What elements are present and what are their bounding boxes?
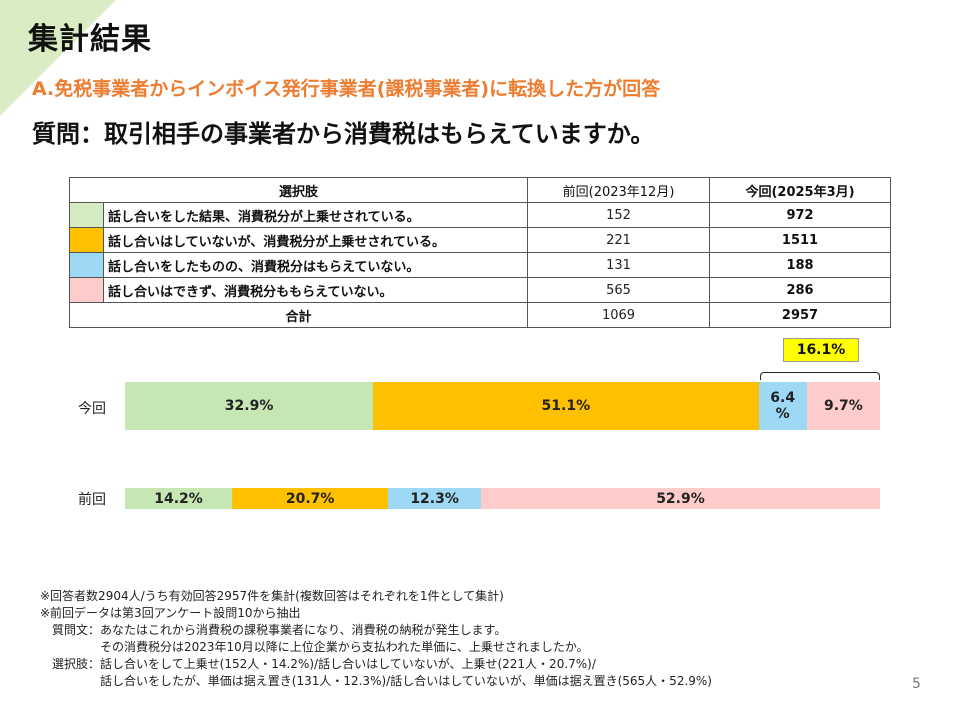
header-choice: 選択肢 [68, 177, 529, 203]
cur-count: 188 [709, 252, 892, 278]
corner-decoration [0, 0, 116, 116]
choice-label: 話し合いをした結果、消費税分が上乗せされている。 [102, 202, 529, 228]
cur-count: 286 [709, 277, 892, 303]
question-text: 質問：取引相手の事業者から消費税はもらえていますか。 [32, 120, 655, 148]
table-row: 話し合いはできず、消費税分ももらえていない。 565 286 [69, 277, 892, 303]
bar-label-current: 今回 [78, 401, 106, 417]
header-cur: 今回(2025年3月) [709, 177, 892, 203]
bar-segment: 12.3% [388, 488, 481, 509]
bar-segment: 9.7% [806, 382, 880, 430]
table-row: 話し合いはしていないが、消費税分が上乗せされている。 221 1511 [69, 227, 892, 253]
bar-previous: 14.2% 20.7% 12.3% 52.9% [125, 488, 880, 509]
table-total-row: 合計 1069 2957 [68, 302, 892, 328]
cur-count: 972 [709, 202, 892, 228]
choices-table: 選択肢 前回(2023年12月) 今回(2025年3月) 話し合いをした結果、消… [68, 177, 892, 328]
bar-label-previous: 前回 [78, 492, 106, 508]
table-row: 話し合いをした結果、消費税分が上乗せされている。 152 972 [69, 202, 892, 228]
color-swatch [69, 252, 104, 278]
footnote-line: その消費税分は2023年10月以降に上位企業から支払われた単価に、上乗せされまし… [40, 640, 589, 654]
prev-count: 152 [527, 202, 711, 228]
footnotes: ※回答者数2904人/うち有効回答2957件を集計(複数回答はそれぞれを1件とし… [40, 588, 712, 690]
page-subtitle: A.免税事業者からインボイス発行事業者(課税事業者)に転換した方が回答 [32, 78, 661, 100]
bar-segment: 14.2% [125, 488, 233, 509]
choice-label: 話し合いをしたものの、消費税分はもらえていない。 [102, 252, 529, 278]
choice-label: 話し合いはできず、消費税分ももらえていない。 [102, 277, 529, 303]
color-swatch [69, 227, 104, 253]
footnote-line: ※回答者数2904人/うち有効回答2957件を集計(複数回答はそれぞれを1件とし… [40, 589, 504, 603]
bar-segment: 32.9% [125, 382, 374, 430]
header-prev: 前回(2023年12月) [527, 177, 711, 203]
color-swatch [69, 202, 104, 228]
choice-label: 話し合いはしていないが、消費税分が上乗せされている。 [102, 227, 529, 253]
bracket-line [760, 372, 880, 380]
page-title: 集計結果 [28, 22, 152, 57]
bar-segment: 52.9% [480, 488, 880, 509]
page-number: 5 [912, 676, 921, 692]
table-row: 話し合いをしたものの、消費税分はもらえていない。 131 188 [69, 252, 892, 278]
prev-count: 565 [527, 277, 711, 303]
total-cur: 2957 [709, 302, 892, 328]
total-prev: 1069 [527, 302, 711, 328]
color-swatch [69, 277, 104, 303]
total-label: 合計 [68, 302, 529, 328]
table-header-row: 選択肢 前回(2023年12月) 今回(2025年3月) [68, 177, 892, 203]
footnote-line: 選択肢：話し合いをして上乗せ(152人・14.2%)/話し合いはしていないが、上… [40, 657, 596, 671]
combined-percentage-callout: 16.1% [783, 338, 859, 362]
prev-count: 221 [527, 227, 711, 253]
bar-segment: 6.4% [758, 382, 807, 430]
footnote-line: 質問文：あなたはこれから消費税の課税事業者になり、消費税の納税が発生します。 [40, 623, 507, 637]
bar-current: 32.9% 51.1% 6.4% 9.7% [125, 382, 880, 430]
prev-count: 131 [527, 252, 711, 278]
footnote-line: ※前回データは第3回アンケート設問10から抽出 [40, 606, 301, 620]
footnote-line: 話し合いをしたが、単価は据え置き(131人・12.3%)/話し合いはしていないが… [40, 674, 712, 688]
bar-segment: 51.1% [373, 382, 759, 430]
bar-segment: 20.7% [232, 488, 389, 509]
cur-count: 1511 [709, 227, 892, 253]
